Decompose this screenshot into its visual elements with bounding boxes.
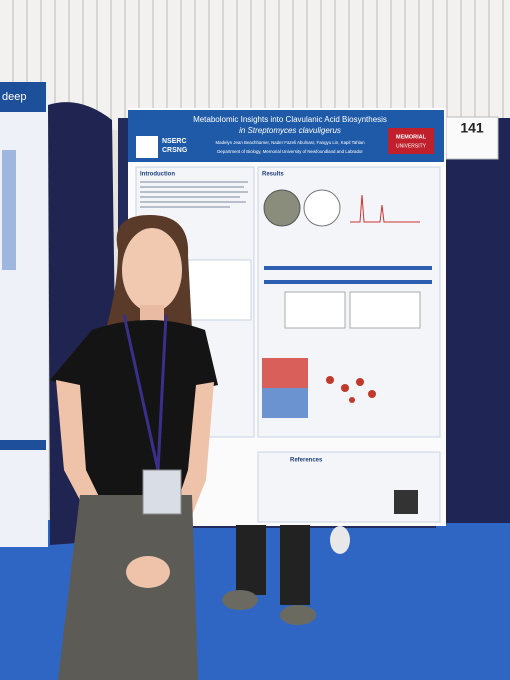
gel-figure <box>349 291 421 329</box>
gene-cluster <box>264 266 432 284</box>
gel-figure <box>284 291 346 329</box>
shirt <box>50 320 218 500</box>
plate-figure <box>263 189 301 227</box>
logo-right-2: UNIVERSITY <box>396 143 427 149</box>
poster-authors: Madelyn Jean Beachhamer, Nader Fazeli Ab… <box>215 140 365 145</box>
hands <box>126 556 170 588</box>
shoe <box>222 590 258 610</box>
logo-right-1: MEMORIAL <box>396 134 427 140</box>
intro-heading: Introduction <box>140 172 175 178</box>
left-poster-figure <box>2 150 16 270</box>
board-number: 141 <box>460 120 484 136</box>
logo-left-1: NSERC <box>162 138 187 145</box>
shoe <box>280 605 316 625</box>
qr-code <box>394 490 418 514</box>
intro-figure <box>184 259 252 321</box>
left-poster-band <box>0 440 46 450</box>
left-poster-header <box>0 82 46 112</box>
logo-left-2: CRSNG <box>162 147 188 154</box>
references-heading: References <box>290 458 323 464</box>
skirt <box>58 495 198 680</box>
poster-title-2: in Streptomyces clavuligerus <box>239 126 341 135</box>
results-heading: Results <box>262 172 284 178</box>
poster-affiliation: Department of Biology, Memorial Universi… <box>217 149 363 154</box>
nserc-logo <box>136 136 158 158</box>
memorial-logo <box>388 128 434 154</box>
poster-title: Metabolomic Insights into Clavulanic Aci… <box>193 115 387 124</box>
leg <box>236 525 266 595</box>
heatmap <box>262 388 308 418</box>
leg <box>280 525 310 605</box>
shoe <box>330 526 350 554</box>
chromatogram <box>350 194 420 223</box>
intro-text <box>140 181 248 208</box>
plate-figure <box>303 189 341 227</box>
badge <box>142 469 182 515</box>
board-number-card <box>445 116 499 160</box>
face <box>122 228 182 312</box>
network-figure <box>326 376 376 403</box>
left-poster-title: deep <box>2 91 26 103</box>
